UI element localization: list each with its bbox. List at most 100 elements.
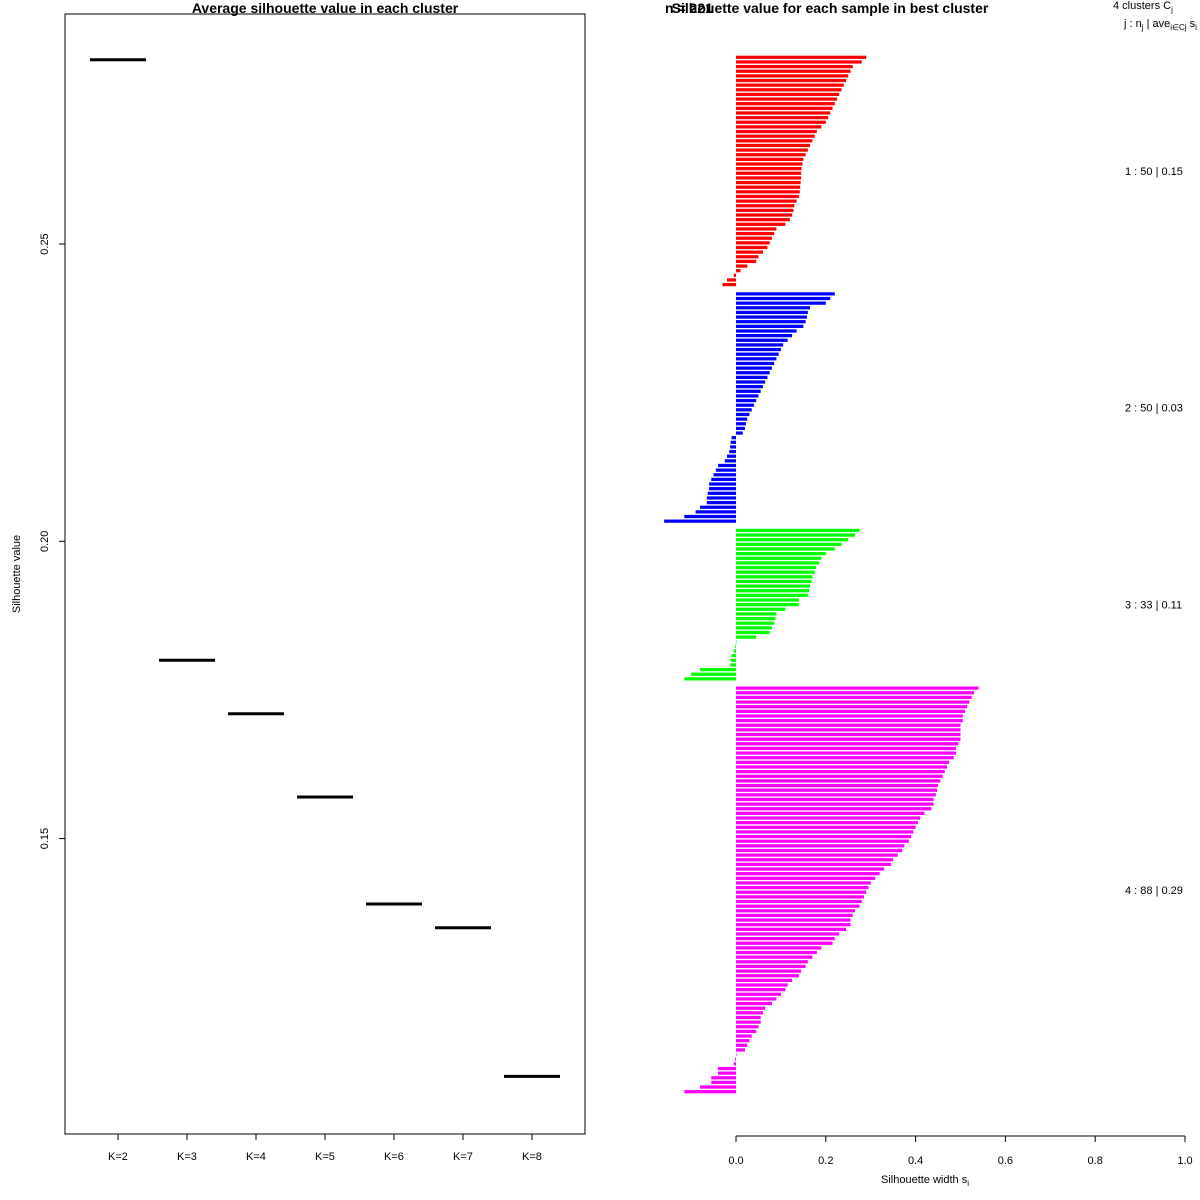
silhouette-bar: [736, 876, 876, 880]
silhouette-bar: [700, 667, 736, 672]
right-x-axis: 0.0 0.2 0.4 0.6 0.8 1.0: [728, 1135, 1193, 1167]
silhouette-bar: [736, 1052, 737, 1057]
silhouette-bar: [736, 927, 847, 931]
silhouette-bar: [736, 97, 838, 101]
silhouette-bar: [736, 955, 813, 959]
silhouette-bar: [736, 538, 849, 542]
silhouette-bar: [709, 487, 736, 491]
silhouette-bar: [736, 765, 948, 769]
left-y-axis: 0.15 0.20 0.25: [39, 233, 65, 849]
silhouette-bar: [709, 482, 736, 486]
silhouette-bar: [736, 695, 972, 700]
cluster-summary-label: 2 : 50 | 0.03: [1125, 403, 1183, 415]
silhouette-bar: [731, 654, 736, 658]
silhouette-bar: [736, 528, 860, 533]
silhouette-bar: [736, 797, 934, 802]
silhouette-bar: [733, 1062, 736, 1066]
silhouette-bar: [736, 811, 925, 816]
silhouette-bar: [736, 343, 784, 347]
silhouette-bar: [736, 231, 775, 236]
silhouette-bar: [736, 760, 950, 764]
silhouette-bar: [736, 821, 918, 825]
silhouette-bar: [736, 816, 921, 820]
cluster-summary-label: 4 : 88 | 0.29: [1125, 885, 1183, 897]
sample-silhouette-panel: n = 221 Silhouette value for each sample…: [664, 0, 1197, 1188]
silhouette-bar: [736, 255, 759, 259]
silhouette-bar: [718, 1071, 736, 1075]
silhouette-bar: [711, 477, 736, 482]
silhouette-bar: [736, 269, 741, 273]
silhouette-bar: [736, 167, 802, 171]
silhouette-bar: [736, 997, 777, 1001]
silhouette-bar: [736, 208, 794, 213]
left-x-tick-label: K=2: [108, 1151, 128, 1163]
silhouette-bar: [736, 366, 772, 370]
silhouette-bar: [736, 134, 815, 138]
silhouette-bar: [736, 259, 757, 264]
silhouette-bar: [713, 473, 736, 477]
silhouette-bar: [736, 371, 770, 375]
right-x-tick-label: 0.4: [908, 1155, 923, 1167]
silhouette-bar: [736, 1025, 759, 1029]
silhouette-bar: [736, 844, 905, 848]
silhouette-bar: [736, 320, 806, 324]
silhouette-bar: [695, 510, 736, 514]
silhouette-bar: [736, 241, 770, 245]
cluster-summary-label: 3 : 33 | 0.11: [1125, 600, 1182, 612]
silhouette-bar: [736, 635, 757, 639]
silhouette-bar: [736, 171, 802, 175]
silhouette-bar: [736, 705, 968, 709]
silhouette-bar: [736, 1011, 763, 1015]
left-data-marks: [90, 58, 560, 1078]
silhouette-bar: [736, 589, 810, 593]
silhouette-bar: [736, 626, 772, 630]
silhouette-bar: [736, 579, 812, 584]
silhouette-bar: [736, 723, 961, 727]
silhouette-bar: [736, 315, 807, 319]
silhouette-bar: [736, 616, 776, 621]
silhouette-bar: [707, 491, 736, 495]
silhouette-bar: [736, 630, 770, 635]
silhouette-bar: [736, 858, 894, 862]
silhouette-bar: [736, 292, 835, 296]
left-x-tick-label: K=7: [453, 1151, 473, 1163]
silhouette-bar: [736, 92, 840, 97]
silhouette-bar: [736, 264, 748, 268]
silhouette-bar: [733, 273, 736, 277]
silhouette-bar: [736, 584, 811, 588]
silhouette-bar: [736, 194, 799, 199]
silhouette-bar: [736, 950, 817, 955]
silhouette-bar: [736, 153, 806, 157]
silhouette-bar: [736, 204, 795, 208]
silhouette-bar: [736, 199, 797, 203]
silhouette-bar: [736, 598, 799, 602]
left-chart-title: Average silhouette value in each cluster: [192, 0, 459, 16]
silhouette-bar: [736, 848, 903, 853]
silhouette-bar: [736, 640, 737, 644]
cluster-summary-label: 1 : 50 | 0.15: [1125, 166, 1183, 178]
silhouette-bar: [736, 324, 804, 328]
silhouette-bar: [684, 1090, 736, 1094]
silhouette-bar: [736, 218, 790, 222]
silhouette-bar: [736, 732, 961, 737]
silhouette-bar: [736, 143, 811, 148]
silhouette-bar: [736, 932, 840, 936]
silhouette-bar: [684, 677, 736, 681]
silhouette-bar: [736, 603, 799, 607]
silhouette-bar: [736, 742, 959, 746]
right-x-tick-label: 0.8: [1088, 1155, 1103, 1167]
silhouette-bar: [736, 64, 853, 69]
silhouette-bar: [736, 825, 916, 829]
silhouette-bar: [736, 306, 811, 310]
silhouette-bar: [736, 593, 808, 597]
silhouette-bar: [736, 561, 820, 565]
right-overlap-text: n = 221: [665, 0, 713, 16]
silhouette-bar: [700, 505, 736, 509]
silhouette-bar: [729, 449, 736, 454]
silhouette-bars: [664, 55, 979, 1094]
silhouette-bar: [736, 1048, 745, 1052]
silhouette-bar: [736, 352, 779, 356]
silhouette-bar: [718, 1066, 736, 1071]
silhouette-bar: [736, 718, 963, 723]
silhouette-bar: [736, 385, 763, 389]
